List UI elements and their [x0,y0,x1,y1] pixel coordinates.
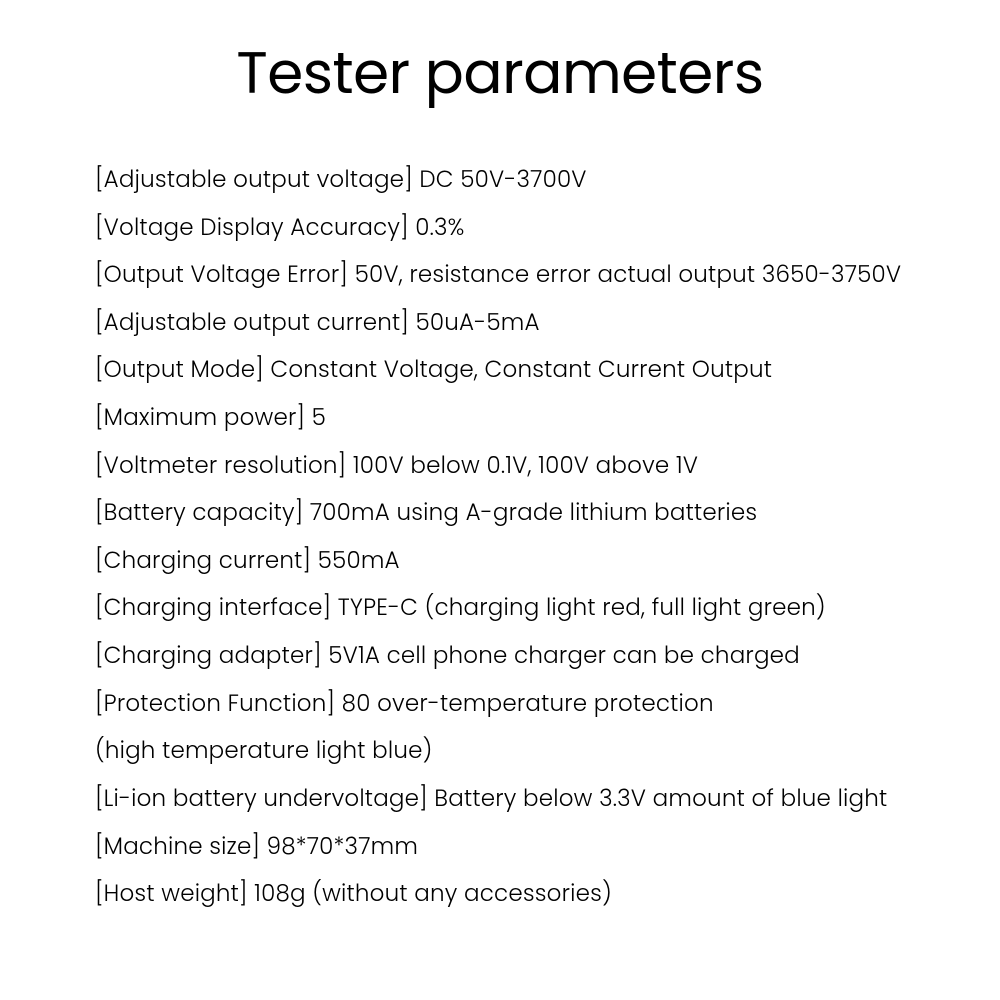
param-line: [Charging interface] TYPE-C (charging li… [95,585,905,633]
param-line: [Voltmeter resolution] 100V below 0.1V, … [95,443,905,491]
param-line: [Adjustable output voltage] DC 50V-3700V [95,157,905,205]
param-line: [Host weight] 108g (without any accessor… [95,871,905,919]
param-line: [Charging adapter] 5V1A cell phone charg… [95,633,905,681]
param-line: [Output Voltage Error] 50V, resistance e… [95,252,905,300]
param-line: [Maximum power] 5 [95,395,905,443]
param-line: [Protection Function] 80 over-temperatur… [95,681,905,729]
param-line: [Battery capacity] 700mA using A-grade l… [95,490,905,538]
param-line: (high temperature light blue) [95,728,905,776]
param-line: [Charging current] 550mA [95,538,905,586]
param-line: [Li-ion battery undervoltage] Battery be… [95,776,905,824]
param-line: [Adjustable output current] 50uA-5mA [95,300,905,348]
parameter-list: [Adjustable output voltage] DC 50V-3700V… [95,157,905,919]
param-line: [Voltage Display Accuracy] 0.3% [95,205,905,253]
param-line: [Output Mode] Constant Voltage, Constant… [95,347,905,395]
param-line: [Machine size] 98*70*37mm [95,824,905,872]
page-title: Tester parameters [95,30,905,117]
